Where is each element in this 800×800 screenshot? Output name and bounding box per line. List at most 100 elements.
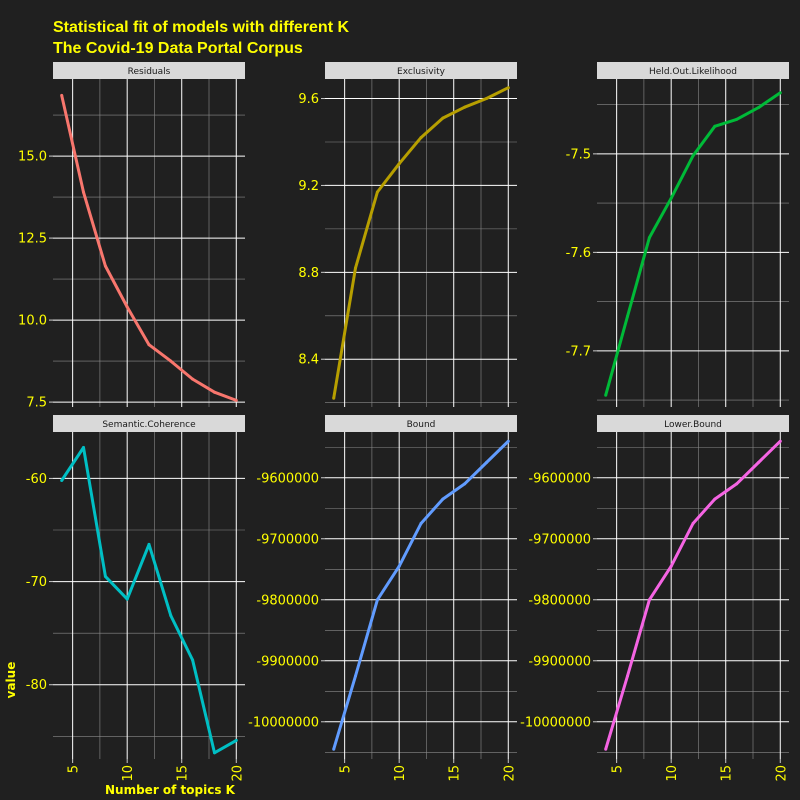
data-point [60, 93, 64, 97]
data-point [147, 343, 151, 347]
y-tick-label: 12.5 [18, 232, 47, 247]
y-tick-label: -7.6 [566, 246, 591, 261]
y-tick-label: -9700000 [256, 532, 319, 547]
data-point [125, 597, 129, 601]
x-tick-label: 15 [176, 765, 191, 782]
data-point [354, 674, 357, 678]
y-tick-label: -60 [26, 472, 47, 487]
x-tick-label: 10 [121, 765, 136, 782]
data-point [375, 190, 379, 194]
panel-lower-bound: Lower.Bound 5 10 15 20 -10000000 -9900000 -9800… [520, 415, 789, 782]
x-tick-label: 20 [230, 765, 245, 782]
y-tick-label: -9700000 [528, 532, 591, 547]
data-point [778, 439, 782, 443]
data-point [647, 598, 651, 602]
data-point [506, 86, 510, 90]
chart-title-line2: The Covid-19 Data Portal Corpus [53, 40, 303, 57]
strip-label: Exclusivity [397, 67, 446, 77]
data-point [419, 136, 423, 140]
panel-bound: Bound 5 10 15 20 -10000000 -9900000 -9800000 -97… [248, 415, 517, 782]
data-point [234, 398, 238, 402]
panel-residuals: Residuals 7.5 10.0 12.5 15.0 [18, 62, 245, 411]
data-point [213, 390, 216, 394]
strip-label: Residuals [128, 67, 171, 77]
data-point [103, 574, 107, 578]
strip-label: Lower.Bound [664, 420, 722, 430]
data-point [626, 314, 629, 318]
x-tick-label: 15 [448, 765, 463, 782]
data-point [125, 305, 129, 309]
strip-background [53, 62, 245, 79]
y-tick-label: -9600000 [528, 471, 591, 486]
strip-background [597, 62, 789, 79]
data-point [441, 116, 445, 120]
y-axis-title: value [4, 662, 18, 699]
data-point [60, 479, 64, 482]
strip-label: Semantic.Coherence [102, 420, 196, 430]
data-point [778, 91, 782, 95]
data-point [419, 522, 423, 525]
data-point [757, 106, 760, 110]
y-tick-label: -70 [26, 575, 47, 590]
data-point [147, 542, 151, 546]
y-tick-label: 8.8 [298, 266, 319, 281]
data-point [669, 196, 673, 200]
x-axis-title: Number of topics K [105, 783, 236, 797]
data-point [647, 236, 651, 240]
panels: Residuals 7.5 10.0 12.5 15.0 Exclusivity 8.4 8.… [18, 62, 789, 782]
strip-background [53, 415, 245, 432]
data-point [463, 482, 467, 486]
y-tick-label: 7.5 [26, 396, 47, 411]
y-tick-label: -7.7 [566, 344, 591, 359]
data-point [604, 393, 608, 397]
y-tick-label: 8.4 [298, 353, 319, 368]
data-point [485, 461, 488, 464]
x-tick-label: 5 [339, 765, 354, 773]
strip-label: Bound [407, 420, 436, 430]
panel-held-out-likelihood: Held.Out.Likelihood -7.7 -7.6 -7.5 [566, 62, 789, 407]
y-tick-label: 10.0 [18, 314, 47, 329]
data-point [463, 105, 467, 109]
data-point [169, 614, 173, 618]
y-tick-label: -9900000 [528, 654, 591, 669]
data-point [397, 564, 401, 568]
data-point [604, 747, 608, 751]
data-point [691, 522, 695, 525]
y-tick-label: 15.0 [18, 150, 47, 165]
panel-exclusivity: Exclusivity 8.4 8.8 9.2 9.6 [298, 62, 517, 407]
strip-background [325, 62, 517, 79]
data-point [332, 396, 336, 400]
data-point [713, 124, 717, 128]
data-point [713, 497, 717, 501]
data-point [82, 446, 85, 449]
x-tick-label: 20 [774, 765, 789, 782]
data-point [485, 97, 488, 100]
y-tick-label: 9.6 [298, 92, 319, 107]
panel-semantic-coherence: Semantic.Coherence 5 10 15 20 -80 -70 -60 [26, 415, 245, 782]
data-point [191, 377, 195, 381]
y-tick-label: -10000000 [520, 715, 591, 730]
data-point [397, 162, 401, 166]
data-point [735, 482, 739, 486]
data-point [169, 359, 173, 363]
data-point [82, 190, 85, 194]
strip-label: Held.Out.Likelihood [649, 67, 737, 77]
y-tick-label: -9900000 [256, 654, 319, 669]
x-tick-label: 10 [393, 765, 408, 782]
data-point [735, 117, 739, 121]
chart-title-line1: Statistical fit of models with different… [53, 19, 349, 36]
y-tick-label: -9600000 [256, 471, 319, 486]
data-point [691, 154, 695, 158]
strip-background [597, 415, 789, 432]
y-tick-label: 9.2 [298, 179, 319, 194]
data-point [191, 658, 195, 662]
data-point [332, 747, 336, 751]
y-tick-label: -7.5 [566, 147, 591, 162]
data-point [103, 264, 107, 268]
data-point [354, 266, 357, 270]
data-point [626, 674, 629, 678]
x-tick-label: 20 [502, 765, 517, 782]
y-tick-label: -10000000 [248, 715, 319, 730]
data-point [441, 497, 445, 501]
